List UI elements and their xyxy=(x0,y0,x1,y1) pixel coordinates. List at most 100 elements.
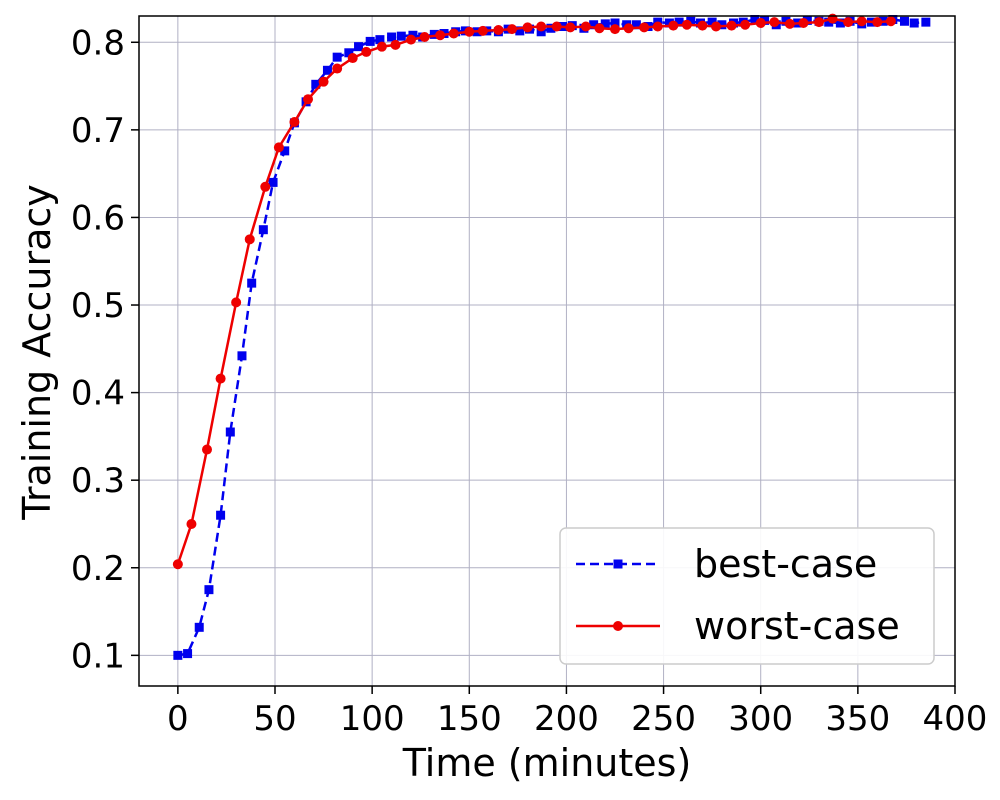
x-tick-label: 300 xyxy=(728,699,793,739)
data-point-worst-case xyxy=(798,18,809,29)
data-point-best-case xyxy=(909,18,919,28)
y-tick-label: 0.6 xyxy=(71,198,125,238)
data-point-worst-case xyxy=(303,94,314,105)
series-layer xyxy=(172,13,931,660)
data-point-worst-case xyxy=(361,46,372,57)
data-point-best-case xyxy=(258,225,268,235)
data-point-worst-case xyxy=(435,30,446,41)
data-point-worst-case xyxy=(594,23,605,34)
data-point-worst-case xyxy=(652,21,663,32)
y-tick-label: 0.3 xyxy=(71,461,125,501)
data-point-best-case xyxy=(344,48,354,58)
data-point-best-case xyxy=(311,79,321,89)
data-point-worst-case xyxy=(565,22,576,33)
data-point-worst-case xyxy=(755,18,766,29)
data-point-worst-case xyxy=(827,13,838,24)
data-point-worst-case xyxy=(623,23,634,34)
legend: best-case worst-case xyxy=(559,527,935,665)
legend-marker-best-case xyxy=(613,559,623,569)
data-point-worst-case xyxy=(289,116,300,127)
data-point-best-case xyxy=(546,23,556,33)
legend-marker-best-case xyxy=(613,559,623,569)
data-point-best-case xyxy=(899,16,909,26)
data-point-best-case xyxy=(396,31,406,41)
data-point-worst-case xyxy=(347,53,358,64)
data-point-worst-case xyxy=(406,34,416,45)
x-tick-label: 0 xyxy=(167,699,189,739)
data-point-best-case xyxy=(280,146,290,156)
data-point-worst-case xyxy=(273,142,284,153)
data-point-worst-case xyxy=(477,25,488,36)
y-axis-label: Training Accuracy xyxy=(15,184,59,521)
data-point-worst-case xyxy=(668,20,679,31)
data-point-worst-case xyxy=(885,16,896,27)
data-point-worst-case xyxy=(726,20,737,31)
data-point-worst-case xyxy=(332,63,343,74)
data-point-best-case xyxy=(600,19,610,29)
data-point-best-case xyxy=(354,42,364,52)
data-point-best-case xyxy=(921,17,931,27)
x-axis-label: Time (minutes) xyxy=(402,741,692,785)
data-point-worst-case xyxy=(740,19,751,30)
legend-label-best-case: best-case xyxy=(694,542,877,586)
x-tick-label: 350 xyxy=(825,699,890,739)
data-point-worst-case xyxy=(551,21,562,32)
data-point-worst-case xyxy=(711,21,722,32)
data-point-best-case xyxy=(247,278,257,288)
x-tick-label: 150 xyxy=(437,699,502,739)
data-point-worst-case xyxy=(856,16,867,27)
x-tick-label: 250 xyxy=(631,699,696,739)
data-point-best-case xyxy=(750,15,760,25)
x-tick-label: 50 xyxy=(253,699,296,739)
plot-frame xyxy=(138,15,956,687)
legend-marker-worst-case xyxy=(613,621,623,631)
data-point-best-case xyxy=(322,65,332,75)
data-point-worst-case xyxy=(522,22,533,33)
data-point-worst-case xyxy=(784,18,795,29)
x-tick-label: 400 xyxy=(923,699,988,739)
series-worst-case xyxy=(172,13,896,570)
y-tick-label: 0.7 xyxy=(71,111,125,151)
data-point-worst-case xyxy=(244,234,255,245)
data-point-best-case xyxy=(268,177,278,187)
data-point-worst-case xyxy=(843,17,854,28)
data-point-worst-case xyxy=(681,19,692,30)
legend-box xyxy=(559,527,935,665)
data-point-worst-case xyxy=(448,28,459,39)
data-point-best-case xyxy=(610,18,620,28)
y-axis: 0.1 0.2 0.3 0.4 0.5 0.6 0.7 0.8 xyxy=(71,23,139,676)
data-point-best-case xyxy=(536,27,546,37)
data-point-worst-case xyxy=(318,76,329,87)
data-point-best-case xyxy=(216,510,226,520)
data-point-best-case xyxy=(707,17,717,27)
data-point-worst-case xyxy=(493,25,504,36)
x-axis: 0 50 100 150 200 250 300 350 400 xyxy=(167,686,987,739)
data-point-best-case xyxy=(173,650,183,660)
data-point-worst-case xyxy=(215,373,226,384)
x-tick-label: 200 xyxy=(534,699,599,739)
data-point-best-case xyxy=(515,26,525,36)
x-tick-label: 100 xyxy=(340,699,405,739)
y-tick-label: 0.2 xyxy=(71,549,125,589)
data-point-best-case xyxy=(824,17,834,27)
data-point-best-case xyxy=(387,32,397,42)
data-point-worst-case xyxy=(769,17,780,28)
data-point-worst-case xyxy=(610,24,620,35)
data-point-worst-case xyxy=(872,17,883,28)
y-tick-label: 0.1 xyxy=(71,636,125,676)
data-point-best-case xyxy=(375,35,385,45)
data-point-worst-case xyxy=(231,297,242,308)
data-point-best-case xyxy=(225,427,235,437)
legend-marker-worst-case xyxy=(613,621,623,631)
data-point-worst-case xyxy=(639,22,650,33)
data-point-best-case xyxy=(183,649,193,659)
y-tick-label: 0.4 xyxy=(71,374,125,414)
data-point-best-case xyxy=(589,20,599,30)
data-point-worst-case xyxy=(186,518,197,529)
data-point-worst-case xyxy=(536,21,547,32)
y-tick-label: 0.8 xyxy=(71,23,125,63)
data-point-best-case xyxy=(835,18,845,28)
data-point-worst-case xyxy=(202,444,212,455)
data-point-worst-case xyxy=(814,17,824,28)
